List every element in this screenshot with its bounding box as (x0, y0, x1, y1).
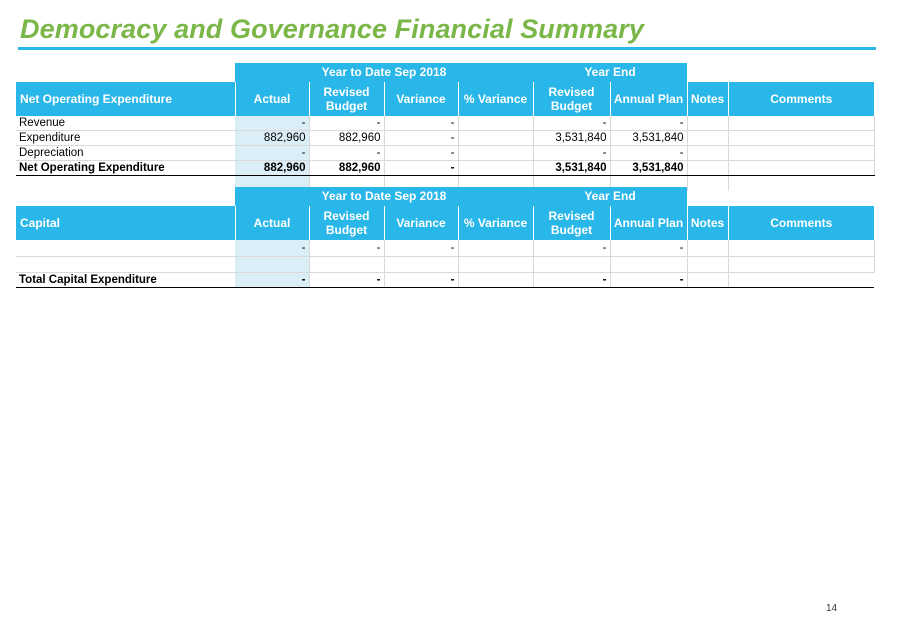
total-variance: - (384, 160, 459, 176)
cell-variance: - (384, 145, 459, 161)
cell-notes (687, 116, 729, 131)
col-actual: Actual (235, 82, 310, 116)
spacer-row (16, 256, 875, 273)
cell-actual: - (235, 240, 310, 257)
cell-notes (687, 240, 729, 257)
col-comments: Comments (728, 82, 874, 116)
group-header-ytd: Year to Date Sep 2018 (235, 63, 533, 82)
column-header-row: Capital Actual Revised Budget Variance %… (16, 206, 874, 240)
column-header-row: Net Operating Expenditure Actual Revised… (16, 82, 874, 116)
cell-comments (728, 116, 875, 131)
cell-comments (728, 145, 875, 161)
cell-ye-revised-budget: 3,531,840 (533, 130, 611, 146)
col-ye-revised-budget: Revised Budget (533, 206, 611, 240)
cell-variance: - (384, 240, 459, 257)
table-row: Expenditure 882,960 882,960 - 3,531,840 … (16, 130, 875, 146)
total-row: Net Operating Expenditure 882,960 882,96… (16, 160, 875, 176)
cell-actual: - (235, 145, 310, 161)
total-label: Total Capital Expenditure (16, 272, 235, 288)
cell-annual-plan: - (610, 145, 688, 161)
table-row: Depreciation - - - - - (16, 145, 875, 161)
col-ye-revised-budget: Revised Budget (533, 82, 611, 116)
col-variance: Variance (384, 82, 459, 116)
cell-variance: - (384, 130, 459, 146)
cell-pct-variance (458, 116, 534, 131)
cell-variance: - (384, 116, 459, 131)
total-revised-budget: 882,960 (309, 160, 385, 176)
cell-revised-budget: - (309, 240, 385, 257)
col-comments: Comments (728, 206, 874, 240)
total-ye-revised-budget: 3,531,840 (533, 160, 611, 176)
row-label: Expenditure (16, 130, 235, 146)
spacer-row (16, 175, 874, 191)
col-actual: Actual (235, 206, 310, 240)
table-row: Revenue - - - - - (16, 116, 875, 131)
cell-pct-variance (458, 240, 534, 257)
table-row: - - - - - (16, 240, 875, 257)
cell-revised-budget: - (309, 145, 385, 161)
total-ye-revised-budget: - (533, 272, 611, 288)
total-annual-plan: - (610, 272, 688, 288)
cell-comments (728, 240, 875, 257)
cell-ye-revised-budget: - (533, 116, 611, 131)
section-header: Net Operating Expenditure (16, 82, 236, 116)
col-variance: Variance (384, 206, 459, 240)
operating-table: Year to Date Sep 2018 Year End Net Opera… (16, 63, 875, 191)
col-pct-variance: % Variance (458, 82, 534, 116)
cell-notes (687, 145, 729, 161)
cell-pct-variance (458, 145, 534, 161)
cell-actual: - (235, 116, 310, 131)
cell-revised-budget: 882,960 (309, 130, 385, 146)
capital-table: Year to Date Sep 2018 Year End Capital A… (16, 187, 875, 288)
cell-ye-revised-budget: - (533, 240, 611, 257)
total-revised-budget: - (309, 272, 385, 288)
col-annual-plan: Annual Plan (610, 206, 688, 240)
section-header: Capital (16, 206, 236, 240)
total-annual-plan: 3,531,840 (610, 160, 688, 176)
group-header-ytd: Year to Date Sep 2018 (235, 187, 533, 206)
col-annual-plan: Annual Plan (610, 82, 688, 116)
total-label: Net Operating Expenditure (16, 160, 235, 176)
total-actual: 882,960 (235, 160, 310, 176)
cell-annual-plan: - (610, 240, 688, 257)
col-notes: Notes (687, 82, 729, 116)
col-notes: Notes (687, 206, 729, 240)
row-label: Revenue (16, 116, 235, 131)
cell-pct-variance (458, 130, 534, 146)
total-pct-variance (458, 160, 534, 176)
group-header-year-end: Year End (533, 63, 687, 82)
col-revised-budget: Revised Budget (309, 206, 385, 240)
row-label (16, 240, 235, 257)
col-revised-budget: Revised Budget (309, 82, 385, 116)
cell-ye-revised-budget: - (533, 145, 611, 161)
title-rule (18, 47, 876, 50)
cell-notes (687, 130, 729, 146)
cell-annual-plan: 3,531,840 (610, 130, 688, 146)
row-label: Depreciation (16, 145, 235, 161)
total-actual: - (235, 272, 310, 288)
total-pct-variance (458, 272, 534, 288)
total-row: Total Capital Expenditure - - - - - (16, 272, 874, 288)
cell-actual: 882,960 (235, 130, 310, 146)
total-variance: - (384, 272, 459, 288)
col-pct-variance: % Variance (458, 206, 534, 240)
cell-comments (728, 130, 875, 146)
group-header-year-end: Year End (533, 187, 687, 206)
cell-annual-plan: - (610, 116, 688, 131)
page-number: 14 (826, 603, 838, 614)
cell-revised-budget: - (309, 116, 385, 131)
page-title: Democracy and Governance Financial Summa… (20, 14, 644, 44)
